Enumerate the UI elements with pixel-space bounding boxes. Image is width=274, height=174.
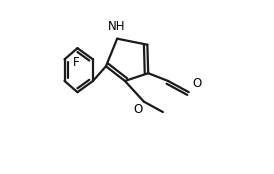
Text: NH: NH [107,21,125,33]
Text: F: F [73,56,80,69]
Text: O: O [192,77,201,90]
Text: O: O [134,102,143,116]
